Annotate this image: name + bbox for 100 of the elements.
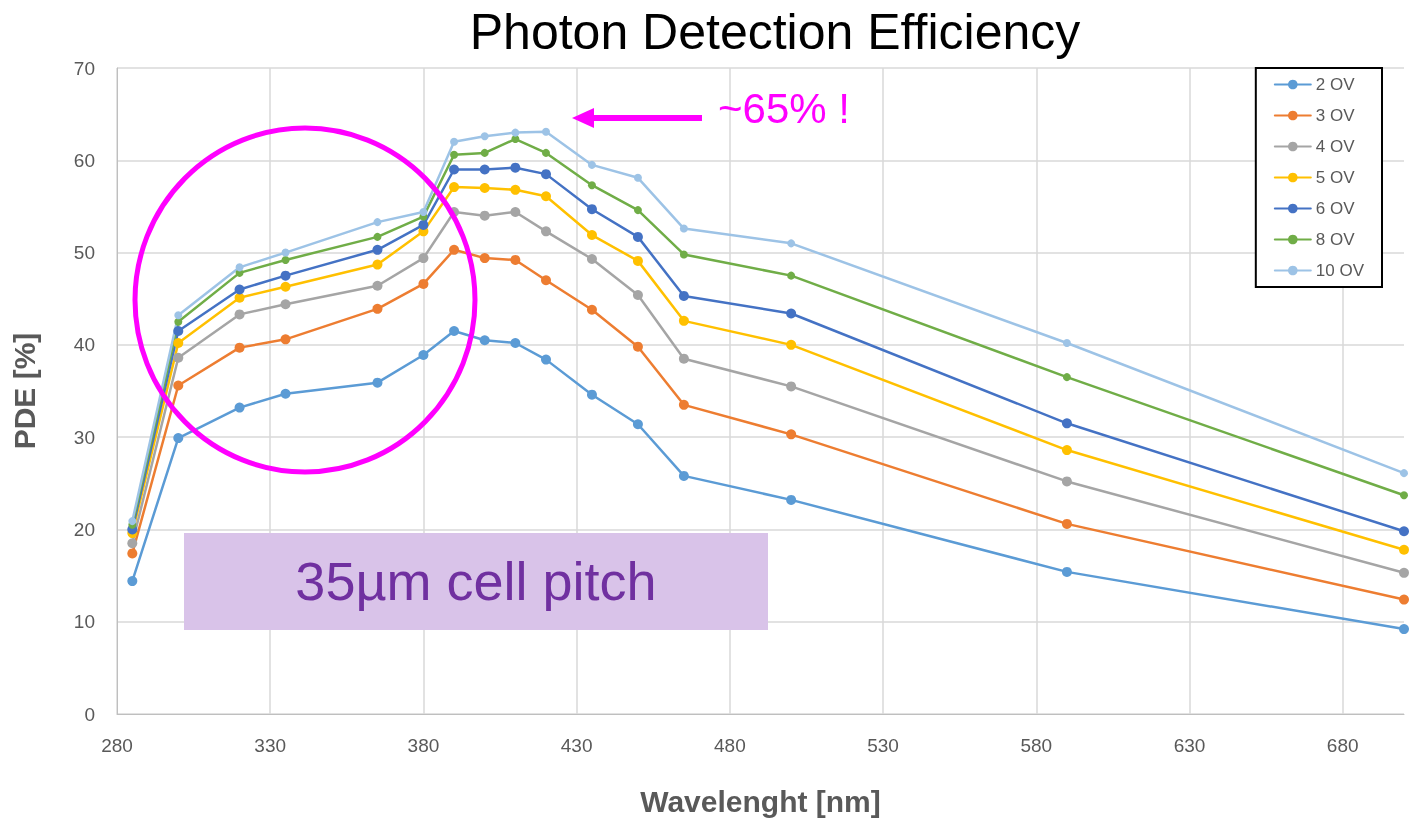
point (173, 352, 184, 363)
point (1399, 567, 1409, 578)
point (632, 419, 643, 430)
point (479, 182, 490, 193)
point (372, 259, 383, 270)
point (372, 280, 383, 291)
point (632, 341, 643, 352)
point (373, 232, 382, 241)
point (127, 548, 138, 559)
point (280, 270, 291, 281)
point (173, 326, 184, 337)
point (1399, 544, 1409, 555)
point (1399, 526, 1409, 537)
point (510, 338, 521, 349)
point (372, 244, 383, 255)
point (679, 250, 688, 259)
legend-label: 4 OV (1315, 137, 1356, 156)
x-axis-title: Wavelenght [nm] (640, 784, 881, 818)
legend-label: 8 OV (1315, 230, 1356, 249)
x-tick-label: 580 (1020, 735, 1053, 756)
point (678, 290, 689, 301)
point (479, 164, 490, 175)
point (450, 150, 459, 159)
point (372, 303, 383, 314)
x-tick-label: 280 (101, 735, 133, 756)
point (280, 388, 291, 399)
point (127, 576, 138, 587)
point (1400, 469, 1408, 478)
point (418, 253, 429, 264)
point (281, 248, 290, 257)
point (787, 239, 796, 248)
point (510, 254, 521, 265)
point (678, 470, 689, 481)
point (234, 402, 245, 413)
y-tick-label: 60 (73, 149, 95, 171)
point (449, 182, 460, 193)
point (787, 271, 796, 280)
y-tick-label: 30 (73, 426, 95, 448)
point (587, 160, 596, 169)
point (280, 299, 291, 310)
y-tick-label: 20 (73, 518, 95, 540)
point (678, 315, 689, 326)
chart-title: Photon Detection Efficiency (469, 4, 1081, 60)
y-axis-title: PDE [%] (7, 332, 41, 450)
point (1061, 566, 1072, 577)
annotation: ~65% ! (718, 85, 850, 132)
point (235, 263, 244, 272)
point (480, 132, 489, 141)
point (373, 218, 382, 227)
point (173, 338, 184, 349)
point (234, 309, 245, 320)
point (450, 137, 459, 146)
point (418, 278, 429, 289)
point (449, 244, 460, 255)
x-tick-label: 330 (254, 735, 287, 756)
point (541, 354, 551, 365)
point (541, 169, 551, 180)
point (786, 429, 797, 440)
point (786, 381, 797, 392)
point (173, 433, 184, 444)
point (234, 292, 245, 303)
legend-label: 5 OV (1315, 168, 1356, 187)
point (632, 255, 643, 266)
point (1061, 445, 1072, 456)
point (174, 317, 183, 326)
y-tick-label: 70 (73, 57, 95, 79)
point (127, 538, 138, 549)
point (678, 353, 689, 364)
point (1062, 373, 1071, 382)
point (679, 224, 688, 233)
point (511, 128, 520, 137)
point (586, 230, 597, 241)
y-tick-label: 40 (73, 334, 95, 356)
point (1061, 418, 1072, 429)
point (678, 399, 689, 410)
point (510, 184, 521, 195)
point (586, 254, 597, 265)
point (479, 253, 490, 264)
point (418, 219, 429, 230)
x-tick-label: 530 (867, 735, 899, 756)
x-tick-label: 480 (714, 735, 746, 756)
point (542, 148, 550, 157)
point (281, 255, 290, 264)
x-tick-label: 680 (1326, 735, 1359, 756)
point (541, 191, 551, 202)
x-tick-label: 430 (560, 735, 593, 756)
point (633, 206, 642, 215)
point (280, 334, 291, 345)
point (449, 326, 460, 337)
point (418, 350, 429, 361)
point (280, 281, 291, 292)
point (541, 275, 551, 286)
point (419, 207, 428, 216)
point (632, 231, 643, 242)
point (786, 339, 797, 350)
point (234, 342, 245, 353)
y-tick-label: 10 (73, 611, 95, 633)
legend-label: 10 OV (1315, 261, 1365, 280)
x-tick-label: 630 (1173, 735, 1206, 756)
point (633, 173, 642, 182)
